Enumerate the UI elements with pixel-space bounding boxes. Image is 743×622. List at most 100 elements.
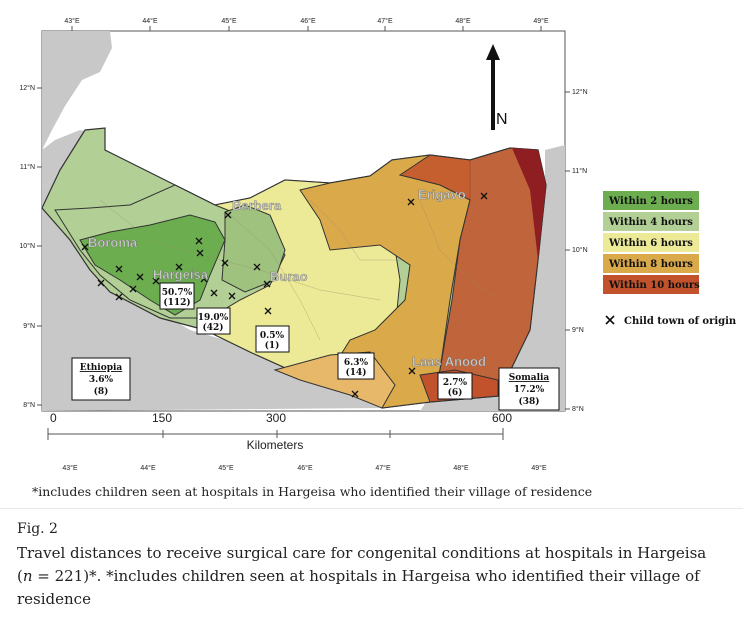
- hargeisa-pct: 50.7%: [162, 288, 193, 298]
- caption-n-symbol: n: [22, 567, 33, 585]
- svg-text:10°N: 10°N: [19, 242, 35, 250]
- town-erigavo: Erigavo: [418, 187, 466, 202]
- x-marker: [115, 265, 123, 273]
- legend-swatch-10h: [603, 275, 699, 294]
- somalia-name: Somalia: [509, 373, 550, 383]
- x-marker: [407, 198, 415, 206]
- label-box-band4: [337, 352, 375, 380]
- x-marker: [175, 263, 183, 271]
- svg-text:11°N: 11°N: [572, 167, 587, 175]
- label-box-somalia: [498, 367, 560, 411]
- label-box-band3: [255, 325, 290, 353]
- figure-caption: Fig. 2 Travel distances to receive surgi…: [0, 508, 743, 622]
- x-marker: [195, 237, 203, 245]
- caption-part: = 221)*. *includes children seen at hosp…: [17, 567, 700, 608]
- zone-10h: [398, 147, 547, 403]
- legend-label: Within 2 hours: [608, 196, 693, 207]
- x-marker: [115, 293, 123, 301]
- svg-text:47°E: 47°E: [375, 464, 391, 472]
- map-footnote: *includes children seen at hospitals in …: [32, 484, 592, 499]
- band3-n: (1): [265, 340, 280, 351]
- somalia-land: [420, 145, 565, 411]
- ethiopia-land: [42, 150, 382, 411]
- svg-text:49°E: 49°E: [533, 17, 549, 25]
- svg-text:12°N: 12°N: [572, 88, 588, 96]
- zone-10h-east: [512, 148, 546, 260]
- x-marker: [263, 280, 271, 288]
- label-box-hargeisa: [159, 282, 195, 310]
- somalia-pct: 17.2%: [514, 385, 545, 395]
- svg-text:44°E: 44°E: [140, 464, 156, 472]
- x-marker: [196, 249, 204, 257]
- scale-tick: 600: [492, 411, 512, 425]
- legend-label: Within 6 hours: [608, 238, 693, 249]
- band5-pct: 2.7%: [443, 378, 468, 388]
- x-marker: [408, 367, 416, 375]
- x-marker: [97, 279, 105, 287]
- svg-text:44°E: 44°E: [142, 17, 158, 25]
- town-burao: Burao: [270, 269, 308, 284]
- svg-text:43°E: 43°E: [64, 17, 80, 25]
- svg-text:11°N: 11°N: [20, 163, 35, 171]
- scale-bar: 0 150 300 600 Kilometers: [47, 411, 512, 452]
- scale-unit: Kilometers: [247, 438, 304, 452]
- band4-pct: 6.3%: [344, 358, 369, 368]
- svg-text:45°E: 45°E: [218, 464, 234, 472]
- town-laas-anood: Laas Anood: [412, 354, 486, 369]
- legend-label: Within 8 hours: [608, 259, 693, 270]
- band3-pct: 0.5%: [260, 331, 285, 341]
- legend-x-icon: [605, 315, 615, 325]
- somalia-n: (38): [518, 396, 539, 407]
- scale-tick: 0: [50, 411, 57, 425]
- roads: [99, 199, 501, 341]
- band2-pct: 19.0%: [198, 313, 229, 323]
- x-marker: [480, 192, 488, 200]
- map-svg: Berbera Boroma Hargeisa Burao Erigavo La…: [19, 17, 737, 499]
- ethiopia-n: (8): [94, 386, 109, 397]
- caption-part: Travel distances to receive surgical car…: [17, 544, 707, 585]
- svg-text:43°E: 43°E: [62, 464, 78, 472]
- x-marker: [210, 289, 218, 297]
- legend-swatch-2h: [603, 191, 699, 210]
- svg-text:8°N: 8°N: [572, 405, 584, 413]
- svg-text:9°N: 9°N: [572, 326, 584, 334]
- svg-text:48°E: 48°E: [453, 464, 469, 472]
- north-label: N: [496, 111, 508, 128]
- legend-label: Within 4 hours: [608, 217, 693, 228]
- town-berbera: Berbera: [232, 198, 282, 213]
- svg-text:9°N: 9°N: [23, 322, 35, 330]
- scale-tick: 300: [266, 411, 286, 425]
- ethiopia-name: Ethiopia: [80, 363, 123, 373]
- coast-land-northwest: [42, 31, 112, 150]
- lon-ticks: 43°E 44°E 45°E 46°E 47°E 48°E 49°E 43°E …: [62, 17, 549, 472]
- scale-tick: 150: [152, 411, 172, 425]
- figure-label: Fig. 2: [17, 521, 58, 537]
- lat-ticks: 12°N 11°N 10°N 9°N 8°N 12°N 11°N 10°N 9°…: [19, 84, 587, 413]
- legend-label: Within 10 hours: [608, 280, 700, 291]
- legend-marker-label: Child town of origin: [624, 316, 737, 327]
- svg-text:49°E: 49°E: [531, 464, 547, 472]
- caption-text: Travel distances to receive surgical car…: [17, 542, 707, 611]
- town-hargeisa: Hargeisa: [153, 267, 209, 282]
- ethiopia-pct: 3.6%: [89, 375, 114, 385]
- label-box-band2: [196, 307, 231, 335]
- x-marker: [224, 211, 232, 219]
- x-marker: [228, 292, 236, 300]
- hargeisa-n: (112): [163, 297, 190, 308]
- label-box-ethiopia: [71, 357, 131, 401]
- svg-text:8°N: 8°N: [23, 401, 35, 409]
- band2-n: (42): [202, 322, 223, 333]
- x-marker: [264, 307, 272, 315]
- legend-swatch-4h: [603, 212, 699, 231]
- map-figure: Berbera Boroma Hargeisa Burao Erigavo La…: [19, 17, 737, 499]
- svg-text:46°E: 46°E: [300, 17, 316, 25]
- x-marker: [253, 263, 261, 271]
- x-marker: [152, 277, 160, 285]
- label-box-band5: [437, 372, 473, 400]
- x-marker: [81, 243, 89, 251]
- svg-text:45°E: 45°E: [221, 17, 237, 25]
- north-arrow: N: [486, 44, 508, 130]
- legend-swatch-6h: [603, 233, 699, 252]
- x-marker: [200, 275, 208, 283]
- svg-text:47°E: 47°E: [377, 17, 393, 25]
